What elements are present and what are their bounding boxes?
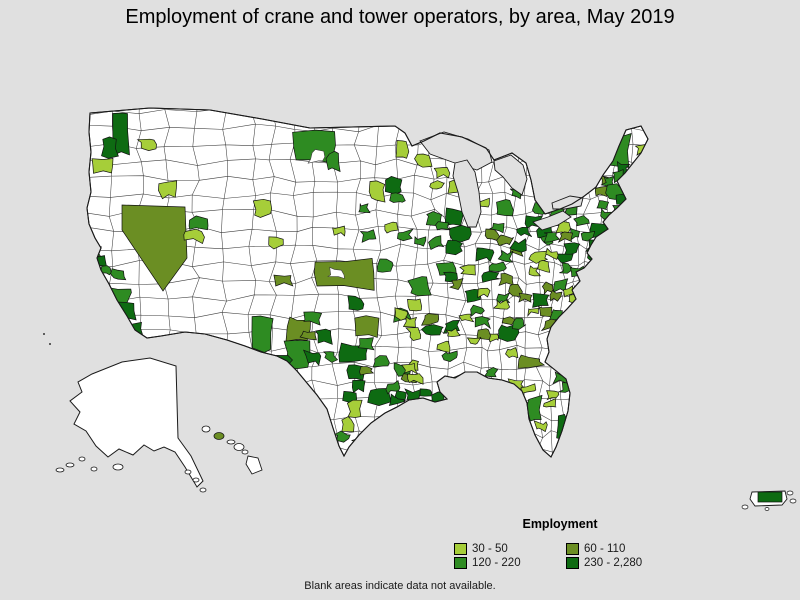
legend-item: 120 - 220 [454,556,566,569]
legend-item: 60 - 110 [566,542,685,555]
legend-item: 30 - 50 [454,542,566,555]
legend-item-label: 30 - 50 [472,542,508,555]
legend-swatch-icon [454,542,467,555]
legend-item: 230 - 2,280 [566,556,685,569]
legend-item-label: 60 - 110 [584,542,626,555]
map-footnote: Blank areas indicate data not available. [304,580,496,592]
map-title: Employment of crane and tower operators,… [125,6,675,28]
legend-item-label: 120 - 220 [472,556,521,569]
legend-title: Employment [522,517,598,531]
legend-swatch-icon [566,556,579,569]
legend-items: 30 - 50 60 - 110 120 - 220 230 - 2,280 [454,542,685,569]
legend-swatch-icon [454,556,467,569]
legend: Employment 30 - 50 60 - 110 120 - 220 230 -… [440,517,685,569]
legend-swatch-icon [566,542,579,555]
legend-item-label: 230 - 2,280 [584,556,643,569]
